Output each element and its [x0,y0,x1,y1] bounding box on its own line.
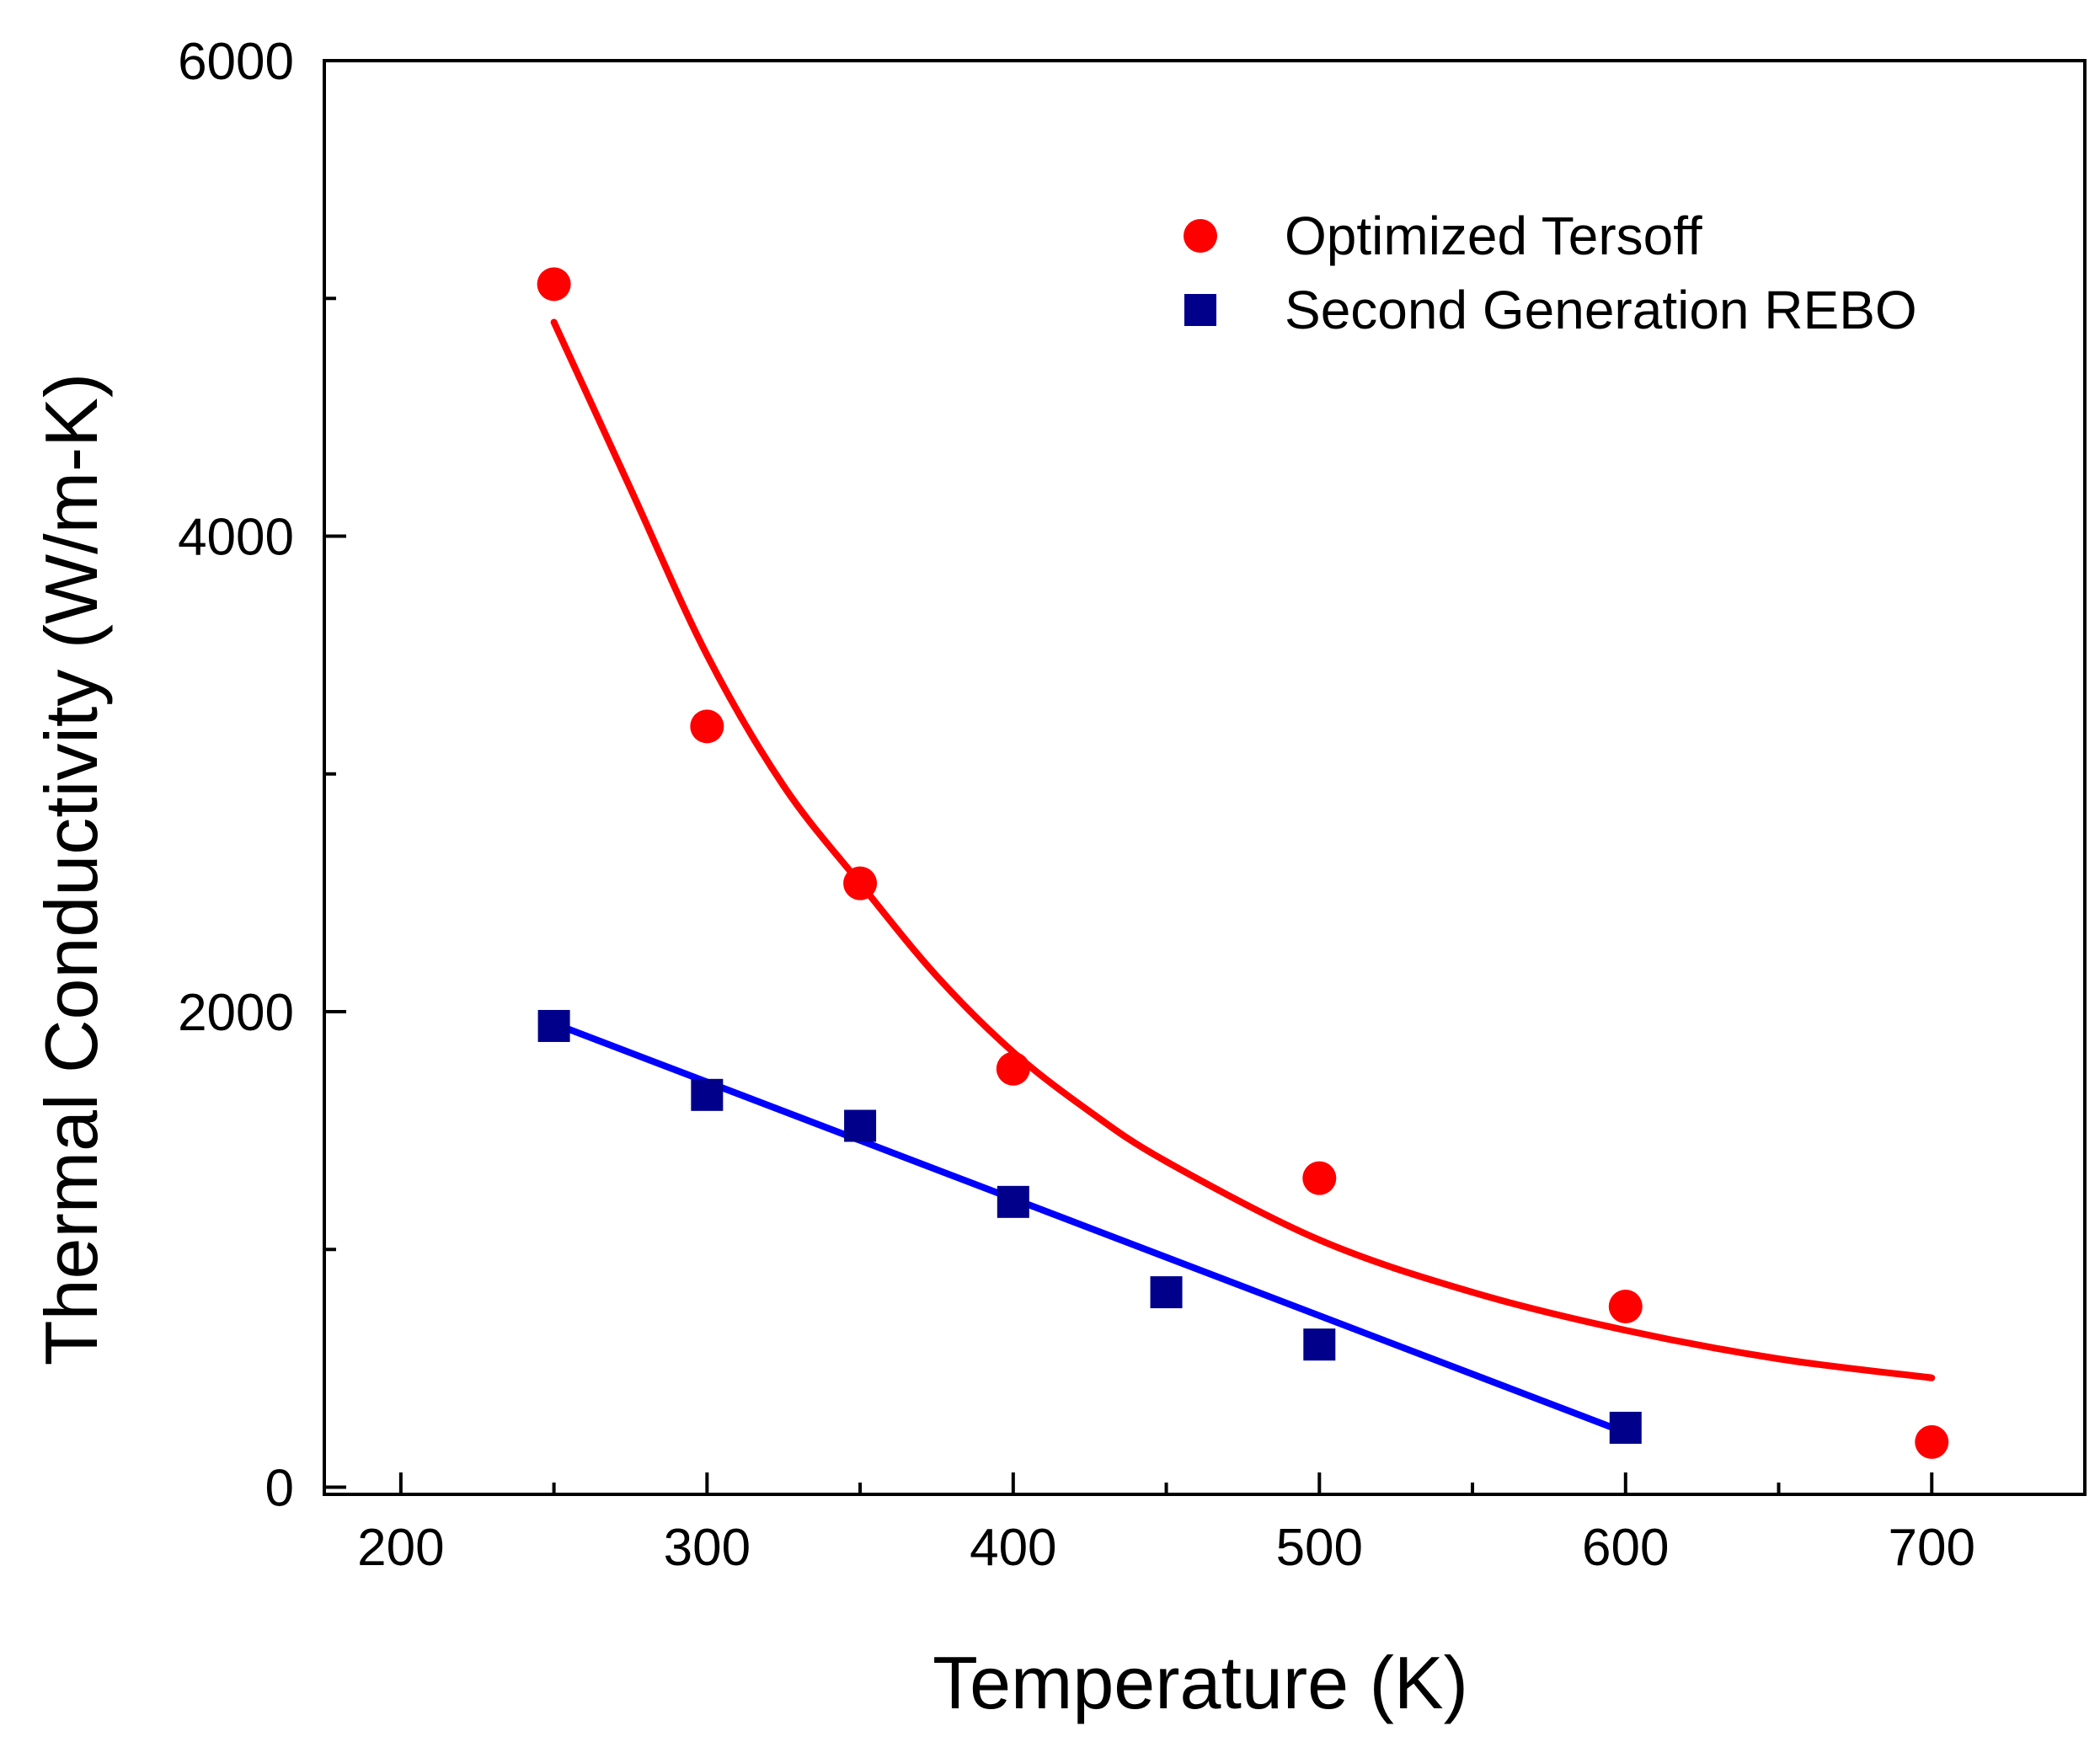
y-tick-label: 4000 [178,509,294,567]
y-tick-label: 2000 [178,984,294,1042]
legend-marker-series-1 [1184,294,1216,326]
data-point-series-0 [1915,1424,1949,1459]
data-point-series-1 [997,1185,1029,1218]
data-point-series-0 [996,1051,1030,1086]
data-point-series-1 [537,1009,570,1042]
y-tick-label: 0 [265,1460,294,1518]
data-point-series-1 [1150,1276,1183,1309]
fit-line-series-0 [550,318,1936,1381]
x-axis-title: Temperature (K) [932,1641,1468,1724]
x-tick-label: 500 [1276,1519,1363,1577]
data-point-series-0 [690,709,724,744]
data-point-series-0 [843,866,878,900]
legend-label-series-0: Optimized Tersoff [1285,206,1702,266]
x-tick-label: 700 [1889,1519,1975,1577]
data-point-series-0 [537,267,571,302]
plot-frame [323,59,2087,1496]
y-axis-title: Thermal Conductivity (W/m-K) [29,373,113,1365]
data-point-series-1 [1609,1411,1642,1444]
data-point-series-1 [1303,1328,1336,1361]
data-point-series-0 [1302,1161,1337,1195]
x-tick-label: 200 [357,1519,444,1577]
x-tick-label: 600 [1582,1519,1669,1577]
x-tick-label: 300 [664,1519,751,1577]
data-point-series-1 [691,1078,724,1111]
legend-marker-series-0 [1184,219,1217,253]
x-tick-label: 400 [970,1519,1056,1577]
y-tick-label: 6000 [178,33,294,91]
data-point-series-0 [1608,1290,1643,1324]
fit-line-series-1 [550,1020,1629,1436]
data-point-series-1 [844,1109,877,1142]
legend-label-series-1: Second Generation REBO [1285,280,1917,340]
